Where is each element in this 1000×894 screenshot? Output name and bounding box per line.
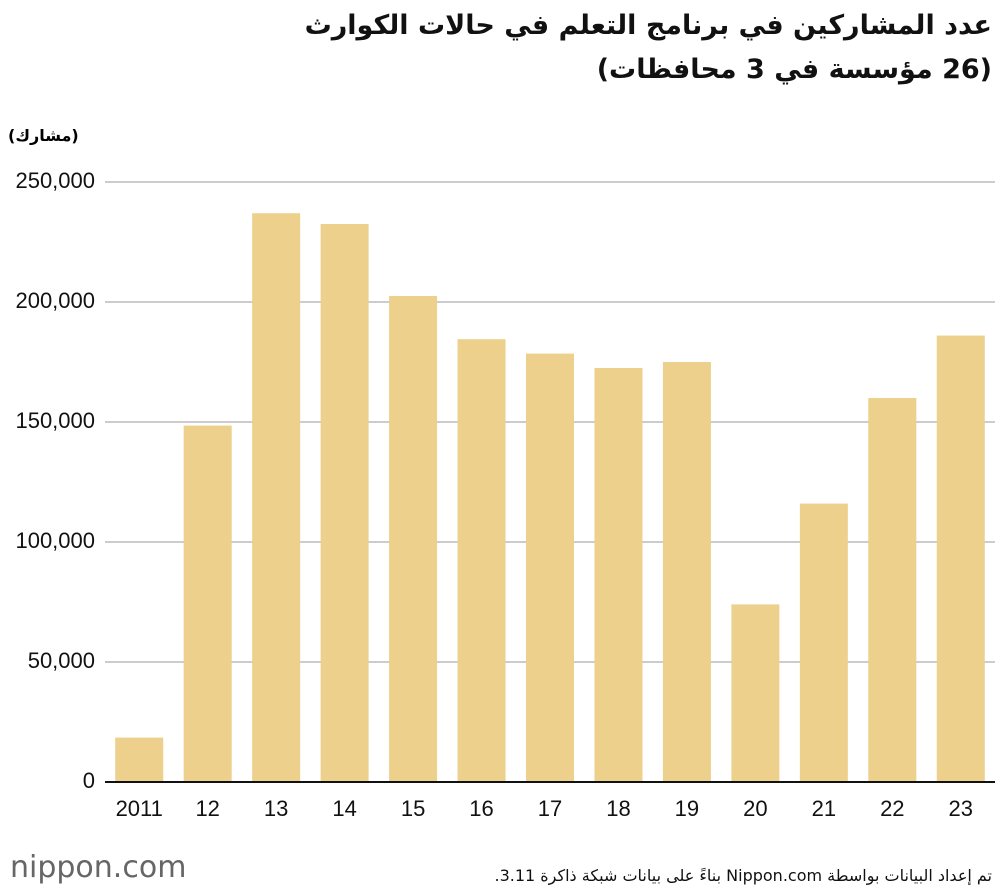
x-tick-label: 19 — [675, 796, 699, 821]
x-tick-label: 13 — [264, 796, 288, 821]
y-tick-label: 200,000 — [15, 288, 95, 313]
x-tick-label: 23 — [949, 796, 973, 821]
x-tick-label: 2011 — [116, 796, 163, 821]
x-tick-label: 21 — [812, 796, 836, 821]
bar — [868, 398, 917, 782]
bar — [936, 335, 985, 782]
y-tick-label: 0 — [83, 768, 95, 793]
x-tick-label: 14 — [332, 796, 356, 821]
y-tick-label: 100,000 — [15, 528, 95, 553]
y-axis-label: (مشارك) — [8, 126, 79, 145]
x-tick-label: 22 — [880, 796, 904, 821]
logo: nippon.com — [10, 850, 187, 885]
x-tick-label: 20 — [743, 796, 767, 821]
bar — [252, 213, 301, 782]
y-tick-label: 150,000 — [15, 408, 95, 433]
bar — [799, 503, 848, 782]
bar — [526, 353, 574, 782]
x-tick-label: 17 — [538, 796, 562, 821]
bar — [389, 296, 438, 782]
y-tick-label: 250,000 — [15, 168, 95, 193]
bar — [662, 362, 711, 782]
x-tick-label: 18 — [606, 796, 630, 821]
source: تم إعداد البيانات بواسطة Nippon.com بناء… — [494, 866, 992, 885]
chart-title: عدد المشاركين في برنامج التعلم في حالات … — [304, 10, 992, 41]
chart-subtitle: (26 مؤسسة في 3 محافظات) — [596, 54, 992, 85]
bar — [115, 737, 164, 782]
x-tick-label: 15 — [401, 796, 425, 821]
bar — [594, 368, 643, 782]
bar — [183, 425, 232, 782]
y-tick-label: 50,000 — [28, 648, 95, 673]
x-tick-label: 12 — [195, 796, 219, 821]
bar — [731, 604, 780, 782]
bar — [320, 224, 369, 782]
bar — [457, 339, 506, 782]
x-tick-label: 16 — [469, 796, 493, 821]
